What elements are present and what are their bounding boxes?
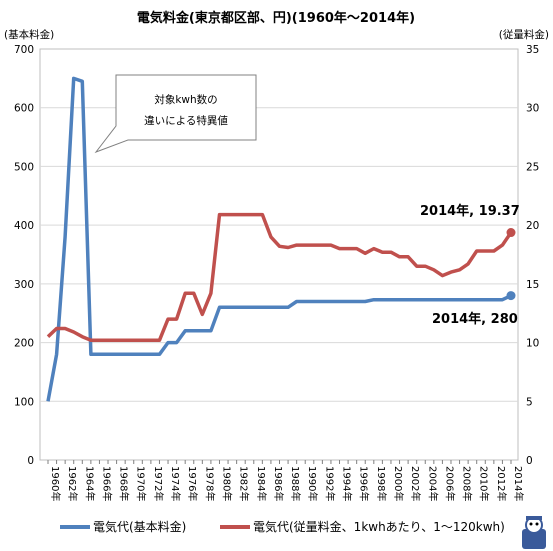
y-tick-right: 20	[526, 220, 539, 232]
y-tick-left: 500	[14, 161, 34, 173]
right-axis-label: (従量料金)	[499, 28, 549, 41]
x-tick-label: 2000年	[392, 466, 405, 501]
y-tick-left: 200	[14, 338, 34, 350]
x-tick-label: 1992年	[323, 466, 336, 501]
legend: 電気代(基本料金) 電気代(従量料金、1kwhあたり、1～120kwh)	[60, 519, 505, 534]
x-tick-label: 1978年	[203, 466, 216, 501]
x-tick-label: 1968年	[118, 466, 131, 501]
x-tick-label: 1984年	[255, 466, 268, 501]
x-tick-label: 2012年	[495, 466, 508, 501]
x-tick-label: 2006年	[443, 466, 456, 501]
legend-label-basic: 電気代(基本料金)	[93, 519, 186, 534]
y-tick-left: 100	[14, 396, 34, 408]
x-tick-label: 1962年	[66, 466, 79, 501]
y-tick-left: 300	[14, 279, 34, 291]
x-tick-label: 1972年	[152, 466, 165, 501]
series-line-0	[46, 76, 512, 402]
x-tick-label: 1966年	[100, 466, 113, 501]
x-tick-label: 1974年	[169, 466, 182, 501]
callout-box	[94, 74, 257, 154]
x-tick-label: 1988年	[289, 466, 302, 501]
x-tick-label: 2004年	[426, 466, 439, 501]
x-tick-label: 1998年	[375, 466, 388, 501]
callout-line-1: 対象kwh数の	[154, 93, 217, 106]
y-tick-left: 600	[14, 103, 34, 115]
x-tick-label: 2014年	[512, 466, 525, 501]
mascot-icon	[522, 516, 546, 549]
chart-title: 電気料金(東京都区部、円)(1960年～2014年)	[137, 10, 415, 26]
x-tick-label: 1986年	[272, 466, 285, 501]
x-tick-label: 1970年	[135, 466, 148, 501]
left-axis-label: (基本料金)	[4, 28, 54, 41]
x-tick-label: 1996年	[358, 466, 371, 501]
callout: 対象kwh数の 違いによる特異値	[94, 74, 257, 154]
y-tick-right: 25	[526, 161, 539, 173]
x-tick-label: 2002年	[409, 466, 422, 501]
x-tick-label: 1994年	[341, 466, 354, 501]
legend-label-usage: 電気代(従量料金、1kwhあたり、1～120kwh)	[253, 519, 505, 534]
x-tick-label: 2008年	[461, 466, 474, 501]
x-tick-label: 1964年	[83, 466, 96, 501]
plot-area	[39, 48, 519, 461]
y-tick-right: 30	[526, 103, 539, 115]
x-tick-label: 1960年	[49, 466, 62, 501]
series-line-1	[46, 212, 513, 342]
x-tick-label: 1990年	[306, 466, 319, 501]
y-tick-right: 15	[526, 279, 539, 291]
callout-line-2: 違いによる特異値	[144, 114, 228, 127]
y-tick-right: 10	[526, 338, 539, 350]
x-tick-label: 1982年	[238, 466, 251, 501]
y-tick-right: 0	[526, 455, 533, 467]
y-tick-left: 400	[14, 220, 34, 232]
label-right-series-2014: 2014年, 19.37	[420, 203, 520, 219]
series-endpoint-0	[506, 291, 516, 301]
label-left-series-2014: 2014年, 280	[432, 311, 518, 327]
x-tick-label: 1980年	[220, 466, 233, 501]
y-tick-left: 0	[27, 455, 34, 467]
x-tick-label: 1976年	[186, 466, 199, 501]
y-tick-right: 5	[526, 396, 533, 408]
x-tick-label: 2010年	[478, 466, 491, 501]
y-tick-left: 700	[14, 44, 34, 56]
series-endpoint-1	[506, 228, 516, 238]
y-tick-right: 35	[526, 44, 539, 56]
